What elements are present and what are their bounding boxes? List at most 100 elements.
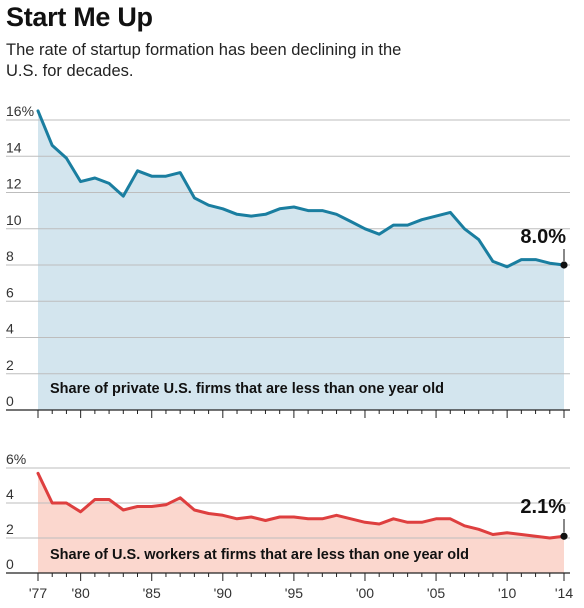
bottom-data-point: [179, 497, 181, 499]
x-tick-label: '85: [143, 585, 161, 601]
top-data-point: [94, 177, 96, 179]
bottom-data-point: [165, 504, 167, 506]
top-data-point: [378, 233, 381, 235]
bottom-data-point: [222, 514, 224, 517]
top-series-caption: Share of private U.S. firms that are les…: [50, 381, 444, 397]
bottom-data-point: [293, 516, 295, 518]
top-data-point: [264, 213, 267, 216]
top-data-point: [207, 204, 210, 206]
top-data-point: [506, 266, 508, 268]
bottom-data-point: [122, 509, 125, 511]
bottom-data-point: [136, 505, 139, 508]
top-data-point: [150, 175, 153, 177]
top-data-point: [193, 197, 196, 199]
bottom-data-point: [520, 533, 523, 536]
bottom-data-point: [193, 509, 196, 511]
bottom-data-point: [108, 498, 110, 501]
top-y-tick-label: 0: [6, 393, 14, 409]
bottom-data-point: [378, 523, 381, 525]
top-area-fill: [38, 110, 564, 411]
bottom-data-point: [236, 518, 238, 520]
bottom-data-point: [477, 528, 480, 531]
x-tick-label: '05: [427, 585, 445, 601]
bottom-y-tick-label: 0: [6, 556, 14, 572]
bottom-area-fill: [38, 473, 564, 573]
top-data-point: [435, 215, 437, 217]
bottom-data-point: [534, 535, 537, 538]
x-tick-label: '90: [214, 585, 232, 601]
top-data-point: [321, 209, 324, 212]
bottom-series-caption: Share of U.S. workers at firms that are …: [50, 547, 469, 563]
top-data-point: [65, 157, 68, 159]
bottom-data-point: [335, 514, 338, 517]
x-tick-label: '80: [72, 585, 90, 601]
top-data-point: [463, 228, 466, 230]
bottom-data-point: [150, 505, 153, 508]
bottom-end-label: 2.1%: [520, 496, 566, 518]
top-data-point: [392, 224, 395, 226]
top-data-point: [222, 208, 224, 210]
top-y-tick-label: 14: [6, 139, 22, 155]
bottom-data-point: [364, 521, 366, 524]
bottom-data-point: [421, 521, 423, 524]
bottom-y-tick-label: 2: [6, 521, 14, 537]
top-y-tick-label: 6: [6, 284, 14, 300]
bottom-data-point: [278, 516, 281, 518]
bottom-data-point: [65, 502, 68, 504]
top-data-point: [122, 195, 125, 197]
top-y-tick-label: 12: [6, 176, 22, 192]
top-data-point: [477, 238, 480, 241]
top-data-point: [534, 258, 537, 261]
bottom-data-point: [506, 532, 508, 534]
bottom-data-point: [463, 525, 466, 527]
x-tick-label: '77: [29, 585, 47, 601]
bottom-data-point: [307, 518, 309, 520]
top-data-point: [278, 208, 281, 210]
bottom-data-point: [94, 498, 96, 501]
bottom-data-point: [406, 521, 409, 524]
x-tick-label: '95: [285, 585, 303, 601]
bottom-data-point: [321, 518, 324, 520]
top-data-point: [108, 182, 110, 185]
bottom-data-point: [350, 518, 352, 520]
bottom-y-tick-label: 4: [6, 486, 14, 502]
panel-startup-workers: 6% 4 2 0 2.1% Share of U.S. workers at firms …: [6, 451, 570, 574]
top-data-point: [520, 258, 523, 261]
bottom-series-line: [36, 471, 566, 540]
top-data-point: [364, 228, 366, 230]
chart-subtitle: The rate of startup formation has been d…: [6, 41, 402, 80]
bottom-data-point: [264, 519, 267, 522]
top-data-point: [79, 180, 82, 183]
bottom-data-point: [449, 518, 452, 520]
bottom-data-point: [51, 502, 53, 504]
top-data-point: [307, 209, 309, 212]
bottom-y-tick-label: 6%: [6, 451, 26, 467]
top-series-line: [36, 109, 566, 269]
x-tick-label: '00: [356, 585, 374, 601]
top-end-marker: [560, 261, 568, 269]
bottom-end-marker: [560, 532, 568, 540]
bottom-data-point: [79, 511, 82, 513]
top-y-tick-label: 4: [6, 321, 14, 337]
top-data-point: [250, 215, 252, 217]
top-data-point: [179, 171, 181, 174]
top-y-tick-label: 10: [6, 212, 22, 228]
top-data-point: [37, 110, 39, 112]
x-tick-label: '10: [498, 585, 516, 601]
bottom-data-point: [392, 518, 395, 520]
top-data-point: [293, 206, 295, 208]
x-tick-label: '14: [555, 585, 573, 601]
bottom-data-point: [37, 472, 39, 475]
bottom-data-point: [549, 537, 551, 539]
top-data-point: [136, 170, 139, 172]
bottom-data-point: [435, 518, 437, 520]
bottom-data-point: [250, 516, 252, 518]
x-axis: '77 '80 '85 '90 '95 '00 '05 '10 '14: [29, 410, 573, 601]
top-data-point: [236, 213, 238, 216]
top-y-tick-label: 2: [6, 357, 14, 373]
top-data-point: [549, 262, 551, 265]
panel-startup-firms: 16% 14 12 10 8 6 4 2 0 8.0% Share of private U.S. …: [6, 103, 570, 411]
top-data-point: [421, 218, 423, 221]
top-data-point: [165, 175, 167, 177]
